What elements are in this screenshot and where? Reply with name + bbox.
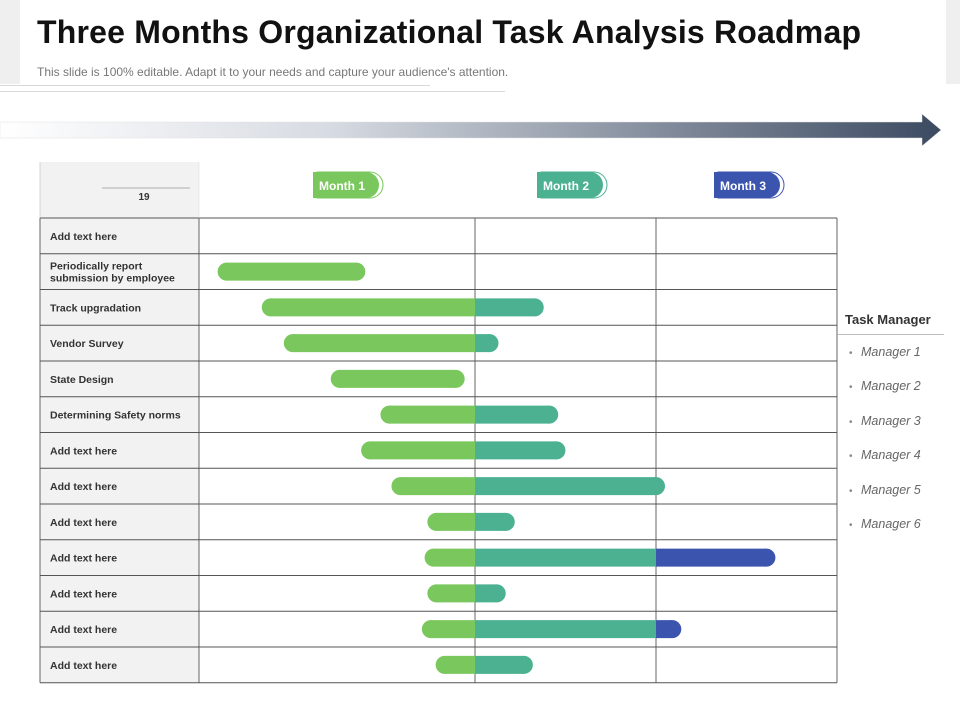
month-tag-outline bbox=[540, 171, 608, 199]
task-label: Add text here bbox=[50, 588, 117, 600]
manager-label: Manager 2 bbox=[861, 379, 921, 394]
task-bar-start-cap bbox=[330, 369, 349, 388]
month-tag-label: Month 2 bbox=[543, 179, 589, 193]
page-title: Three Months Organizational Task Analysi… bbox=[37, 14, 862, 50]
task-bar-end-cap bbox=[347, 262, 366, 281]
month-tag-outline bbox=[316, 171, 384, 199]
task-bar-start-cap bbox=[435, 655, 454, 674]
task-bar-segment bbox=[475, 655, 524, 674]
page-subtitle: This slide is 100% editable. Adapt it to… bbox=[37, 65, 509, 79]
manager-item: • Manager 1 bbox=[849, 345, 921, 359]
manager-label: Manager 4 bbox=[861, 448, 921, 463]
task-manager-title: Task Manager bbox=[845, 312, 931, 327]
task-bar-start-cap bbox=[283, 334, 302, 353]
task-bar-end-cap bbox=[514, 655, 533, 674]
task-label: Add text here bbox=[50, 553, 117, 565]
task-bar-segment bbox=[292, 334, 476, 353]
task-bar-segment bbox=[370, 441, 476, 460]
task-bar-end-cap bbox=[496, 512, 515, 531]
manager-label: Manager 1 bbox=[861, 345, 921, 359]
manager-item: • Manager 4 bbox=[849, 448, 921, 463]
manager-label: Manager 6 bbox=[861, 516, 921, 531]
task-bar-segment bbox=[430, 620, 476, 639]
task-label: Determining Safety norms bbox=[50, 410, 181, 422]
task-bar-segment bbox=[433, 548, 476, 567]
task-label: Track upgradation bbox=[50, 302, 141, 314]
task-bar-start-cap bbox=[424, 548, 443, 567]
task-bar-segment bbox=[656, 548, 767, 567]
task-bar-start-cap bbox=[261, 298, 280, 317]
task-bar-end-cap bbox=[647, 477, 665, 496]
task-bar-segment bbox=[475, 620, 657, 639]
task-bar-segment bbox=[400, 477, 476, 496]
task-bar-end-cap bbox=[487, 584, 506, 603]
task-label: Add text here bbox=[50, 481, 117, 493]
task-bar-end-cap bbox=[547, 441, 566, 460]
divider-line bbox=[0, 85, 430, 86]
task-bar-end-cap bbox=[480, 334, 499, 353]
task-bar-end-cap bbox=[663, 620, 682, 639]
task-label-column bbox=[40, 218, 199, 683]
task-label: Add text here bbox=[50, 624, 117, 636]
divider-line bbox=[0, 91, 505, 92]
task-bar-end-cap bbox=[525, 298, 544, 317]
task-bar-segment bbox=[475, 405, 550, 424]
manager-label: Manager 3 bbox=[861, 413, 921, 428]
month-tag-label: Month 3 bbox=[720, 179, 766, 193]
task-label: Add text here bbox=[50, 231, 117, 243]
month-tag-outline bbox=[717, 171, 785, 199]
task-manager-list: • Manager 1 • Manager 2 • Manager 3 • Manage… bbox=[849, 345, 921, 551]
task-bar-end-cap bbox=[446, 369, 465, 388]
task-label: Add text here bbox=[50, 445, 117, 457]
task-bar-start-cap bbox=[427, 512, 446, 531]
task-bar-segment bbox=[436, 512, 476, 531]
task-bar-end-cap bbox=[757, 548, 776, 567]
task-label: Vendor Survey bbox=[50, 338, 124, 350]
task-bar-segment bbox=[475, 548, 657, 567]
task-bar-segment bbox=[339, 369, 456, 388]
manager-item: • Manager 5 bbox=[849, 482, 921, 497]
task-label: State Design bbox=[50, 374, 114, 386]
task-label: Add text here bbox=[50, 660, 117, 672]
manager-item: • Manager 3 bbox=[849, 413, 921, 428]
task-bar-start-cap bbox=[391, 477, 410, 496]
task-bar-segment bbox=[475, 477, 656, 496]
title-bar: Three Months Organizational Task Analysi… bbox=[0, 0, 960, 86]
month-tag bbox=[313, 172, 379, 198]
task-label: Add text here bbox=[50, 517, 117, 529]
task-bar-segment bbox=[226, 262, 357, 281]
task-label: Periodically report submission by employe… bbox=[50, 261, 175, 285]
title-accent-left bbox=[0, 0, 20, 84]
month-tag bbox=[714, 172, 780, 198]
task-bar-start-cap bbox=[380, 405, 399, 424]
header-cell-label: 19 bbox=[138, 192, 150, 203]
manager-label: Manager 5 bbox=[861, 482, 921, 497]
task-bar-end-cap bbox=[540, 405, 559, 424]
task-manager-divider bbox=[838, 334, 944, 335]
month-tag-label: Month 1 bbox=[319, 179, 365, 193]
month-tag bbox=[537, 172, 603, 198]
task-bar-segment bbox=[270, 298, 476, 317]
title-accent-right bbox=[946, 0, 960, 84]
task-bar-start-cap bbox=[427, 584, 446, 603]
task-bar-start-cap bbox=[421, 620, 440, 639]
manager-item: • Manager 2 bbox=[849, 379, 921, 394]
task-bar-segment bbox=[475, 441, 557, 460]
task-bar-segment bbox=[389, 405, 476, 424]
task-bar-start-cap bbox=[217, 262, 236, 281]
task-bar-segment bbox=[475, 298, 535, 317]
header-cell bbox=[40, 162, 199, 218]
task-bar-segment bbox=[436, 584, 476, 603]
task-bar-start-cap bbox=[361, 441, 380, 460]
timeline-arrow bbox=[0, 113, 942, 147]
manager-item: • Manager 6 bbox=[849, 516, 921, 531]
